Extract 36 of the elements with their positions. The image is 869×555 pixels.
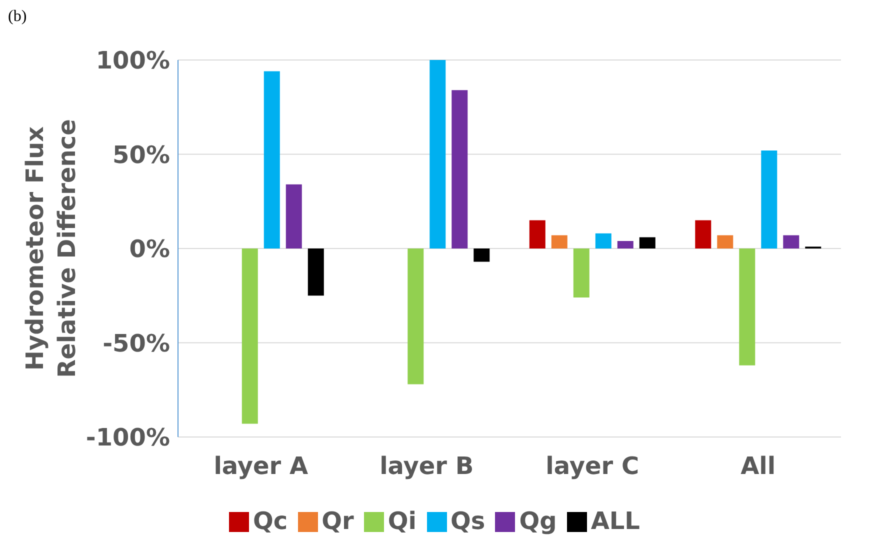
- bar: [595, 233, 612, 248]
- x-tick-label: layer C: [546, 452, 640, 480]
- legend-label: Qi: [388, 507, 417, 535]
- bar: [308, 248, 324, 296]
- bar: [242, 248, 258, 424]
- y-tick-label: -100%: [86, 424, 170, 452]
- y-tick-label: -50%: [102, 329, 170, 358]
- legend-label: Qg: [519, 507, 557, 535]
- y-axis-title: Hydrometeor Flux Relative Difference: [21, 119, 81, 378]
- bar: [761, 150, 778, 248]
- bar: [529, 220, 546, 248]
- bar: [739, 248, 756, 366]
- bar: [551, 235, 568, 248]
- y-tick-label: 0%: [129, 235, 170, 264]
- bar: [474, 248, 490, 262]
- legend-label: Qr: [322, 507, 354, 535]
- bar: [695, 220, 712, 248]
- bar: [264, 71, 280, 248]
- bar: [717, 235, 734, 248]
- bar: [617, 240, 634, 248]
- bar: [452, 90, 468, 248]
- bar: [639, 237, 656, 248]
- text: (b): [8, 8, 28, 27]
- bar: [573, 248, 590, 298]
- bar: [783, 235, 800, 248]
- legend-label: Qc: [253, 507, 288, 535]
- y-tick-label: 100%: [96, 46, 170, 75]
- x-tick-label: All: [740, 452, 776, 480]
- y-tick-label: 50%: [112, 140, 170, 169]
- x-tick-label: layer B: [380, 452, 474, 480]
- legend-label: Qs: [450, 507, 486, 535]
- legend-label: ALL: [590, 507, 640, 535]
- x-tick-label: layer A: [214, 452, 308, 480]
- bar: [408, 248, 424, 384]
- bar: [430, 60, 446, 248]
- bar: [286, 184, 302, 248]
